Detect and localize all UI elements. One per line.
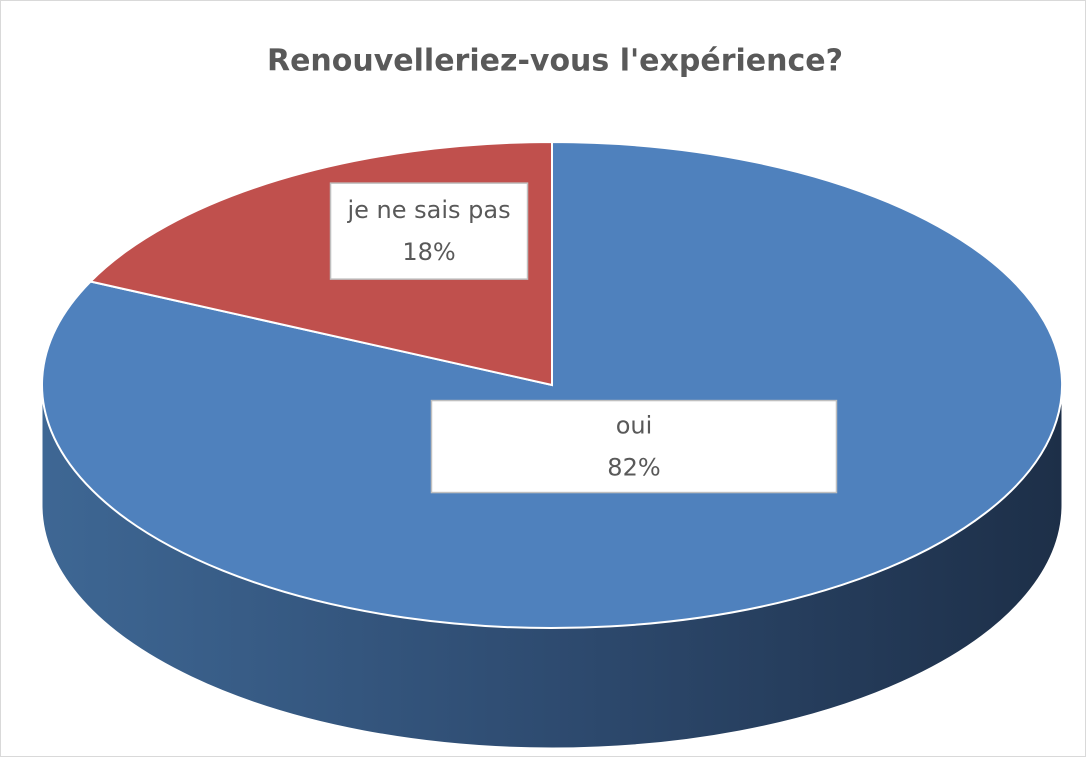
data-label-category: oui	[616, 412, 653, 440]
data-label-box	[329, 182, 529, 280]
data-label-value: 18%	[402, 238, 455, 266]
data-label-box	[430, 399, 838, 494]
slice	[41, 140, 1063, 629]
chart-title: Renouvelleriez-vous l'expérience?	[267, 44, 843, 79]
data-label-category: je ne sais pas	[346, 196, 510, 224]
data-label-value: 82%	[607, 454, 660, 482]
